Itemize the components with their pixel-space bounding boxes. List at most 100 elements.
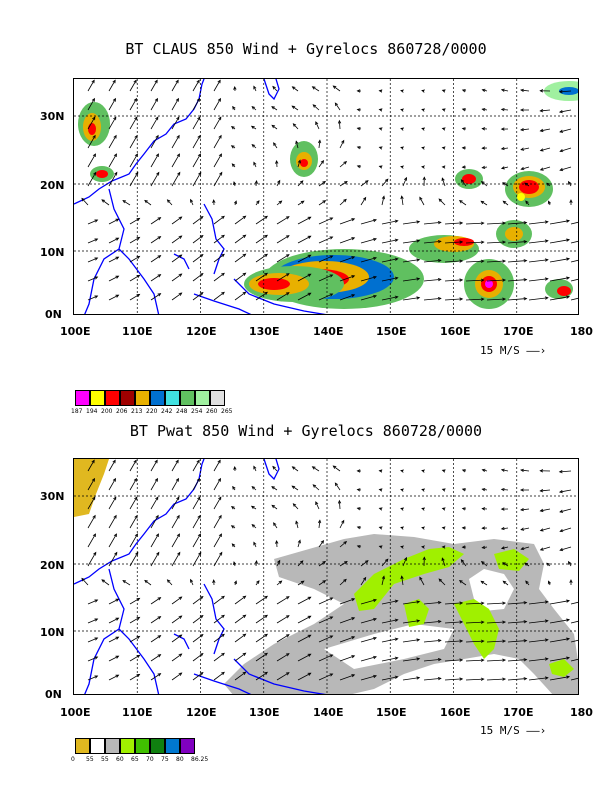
- colorbar-swatch: [105, 390, 120, 406]
- colorbar-label: 0: [71, 756, 75, 763]
- wind-vector: [339, 256, 356, 263]
- wind-vector: [422, 556, 426, 567]
- wind-vector: [108, 598, 120, 605]
- wind-vector: [402, 296, 421, 301]
- wind-vector: [295, 140, 299, 149]
- wind-vector: [171, 153, 180, 168]
- colorbar-swatch: [195, 390, 210, 406]
- wind-vector: [422, 176, 426, 187]
- moisture-region: [549, 659, 574, 677]
- wind-vector: [291, 466, 299, 472]
- panel1-colorbar: [75, 390, 225, 406]
- wind-vector: [318, 236, 334, 244]
- wind-vector: [332, 465, 341, 472]
- wind-vector: [108, 153, 117, 168]
- wind-vector: [423, 676, 442, 681]
- wind-vector: [441, 146, 446, 150]
- colorbar-swatch: [150, 738, 165, 754]
- wind-vector: [507, 639, 528, 643]
- wind-vector: [318, 180, 327, 187]
- wind-vector: [339, 560, 348, 567]
- wind-vector: [465, 297, 485, 301]
- wind-vector: [101, 199, 110, 206]
- wind-vector: [507, 658, 528, 662]
- wind-vector: [297, 672, 312, 681]
- wind-vector: [150, 616, 162, 624]
- wind-vector: [250, 125, 257, 130]
- wind-vector: [233, 465, 237, 472]
- wind-vector: [150, 514, 159, 529]
- wind-vector: [332, 85, 341, 92]
- wind-vector: [524, 182, 530, 187]
- wind-vector: [192, 653, 204, 662]
- wind-vector: [558, 470, 572, 474]
- wind-vector: [255, 215, 268, 225]
- wind-vector: [255, 234, 268, 244]
- wind-vector: [465, 221, 485, 225]
- wind-vector: [87, 637, 99, 643]
- wind-vector: [213, 595, 225, 605]
- colorbar-label: 60: [116, 756, 124, 763]
- wind-vector: [569, 199, 573, 206]
- wind-vector: [539, 147, 551, 152]
- colorbar-swatch: [180, 738, 195, 754]
- wind-vector: [87, 219, 99, 225]
- wind-vector: [276, 216, 290, 225]
- wind-vector: [524, 562, 530, 567]
- wind-vector: [360, 674, 377, 681]
- wind-vector: [297, 235, 312, 244]
- wind-vector: [402, 239, 421, 244]
- wind-vector: [378, 526, 383, 530]
- panel2-ytick: 20N: [40, 559, 65, 572]
- wind-vector: [486, 259, 507, 263]
- wind-vector: [232, 561, 237, 567]
- wind-vector: [421, 108, 426, 112]
- wind-vector: [339, 617, 356, 624]
- wind-vector: [108, 674, 120, 681]
- panel1-xtick: 170E: [503, 325, 534, 338]
- wind-vector: [231, 543, 236, 548]
- wind-vector: [129, 551, 139, 567]
- convection-blob: [545, 279, 573, 299]
- wind-vector: [87, 134, 96, 149]
- moisture-region: [74, 459, 109, 517]
- wind-vector: [334, 102, 341, 111]
- panel1-map: [73, 78, 579, 315]
- wind-vector: [150, 459, 158, 472]
- wind-vector: [255, 595, 268, 605]
- wind-vector: [378, 469, 383, 473]
- wind-vector: [234, 291, 247, 301]
- wind-vector: [87, 276, 99, 282]
- wind-vector: [87, 257, 99, 263]
- wind-vector: [233, 200, 238, 206]
- panel1-xtick: 100E: [60, 325, 91, 338]
- wind-vector: [129, 97, 137, 111]
- wind-vector: [129, 635, 141, 643]
- wind-vector: [129, 616, 141, 624]
- wind-vector: [461, 545, 467, 549]
- colorbar-swatch: [75, 390, 90, 406]
- colorbar-label: 248: [176, 408, 188, 415]
- wind-vector: [129, 153, 138, 168]
- wind-vector: [507, 620, 528, 624]
- ref-arrow-icon: ——›: [526, 344, 547, 357]
- colorbar-label: 55: [101, 756, 109, 763]
- wind-vector: [507, 259, 528, 263]
- wind-vector: [402, 220, 421, 225]
- wind-vector: [559, 147, 572, 153]
- wind-vector: [230, 145, 236, 149]
- wind-vector: [421, 526, 426, 530]
- wind-vector: [500, 546, 509, 550]
- wind-vector: [108, 636, 120, 643]
- panel1-xtick: 180: [570, 325, 593, 338]
- wind-vector: [150, 97, 158, 111]
- convection-blob: [244, 266, 344, 302]
- panel1-xtick: 110E: [122, 325, 153, 338]
- colorbar-label: 213: [131, 408, 143, 415]
- wind-vector: [129, 597, 141, 605]
- wind-vector: [276, 179, 281, 187]
- wind-vector: [481, 545, 488, 549]
- wind-vector: [444, 240, 464, 244]
- wind-vector: [381, 238, 399, 244]
- wind-vector: [481, 526, 488, 530]
